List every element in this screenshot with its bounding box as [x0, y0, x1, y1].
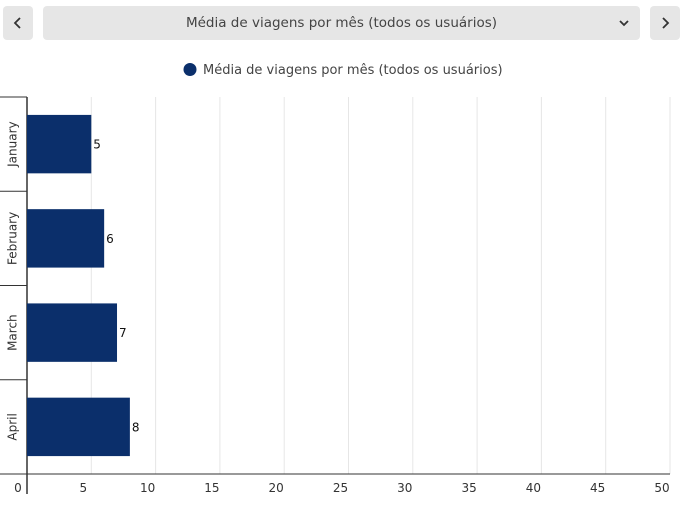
chart-toolbar: Média de viagens por mês (todos os usuár…	[0, 0, 692, 48]
x-tick-label: 25	[333, 481, 348, 495]
y-tick-label: March	[6, 314, 20, 351]
data-label: 8	[132, 420, 140, 434]
bar-chart: Média de viagens por mês (todos os usuár…	[0, 63, 671, 495]
x-tick-label: 30	[397, 481, 412, 495]
previous-chart-button[interactable]	[3, 6, 33, 40]
data-label: 5	[93, 138, 101, 152]
x-tick-label: 10	[140, 481, 155, 495]
x-tick-label: 40	[526, 481, 541, 495]
metric-select[interactable]: Média de viagens por mês (todos os usuár…	[43, 6, 640, 40]
legend-label: Média de viagens por mês (todos os usuár…	[203, 63, 503, 78]
data-label: 6	[106, 232, 114, 246]
data-label: 7	[119, 326, 127, 340]
chevron-left-icon	[13, 17, 21, 29]
chevron-down-icon	[619, 20, 629, 27]
y-tick-label: February	[6, 212, 20, 265]
next-chart-button[interactable]	[650, 6, 680, 40]
x-tick-label: 35	[461, 481, 476, 495]
y-tick-label: April	[6, 413, 20, 440]
chevron-right-icon	[662, 17, 670, 29]
bar[interactable]	[27, 209, 105, 268]
bar[interactable]	[27, 397, 130, 457]
x-tick-label: 20	[269, 481, 284, 495]
metric-select-value: Média de viagens por mês (todos os usuár…	[185, 15, 498, 31]
bar[interactable]	[27, 303, 118, 362]
legend-marker	[183, 63, 197, 76]
x-tick-label: 0	[14, 481, 22, 495]
x-tick-label: 5	[79, 481, 87, 495]
x-tick-label: 15	[204, 481, 219, 495]
bar[interactable]	[27, 114, 92, 174]
x-tick-label: 50	[654, 481, 669, 495]
x-tick-label: 45	[590, 481, 605, 495]
y-tick-label: January	[6, 121, 20, 168]
